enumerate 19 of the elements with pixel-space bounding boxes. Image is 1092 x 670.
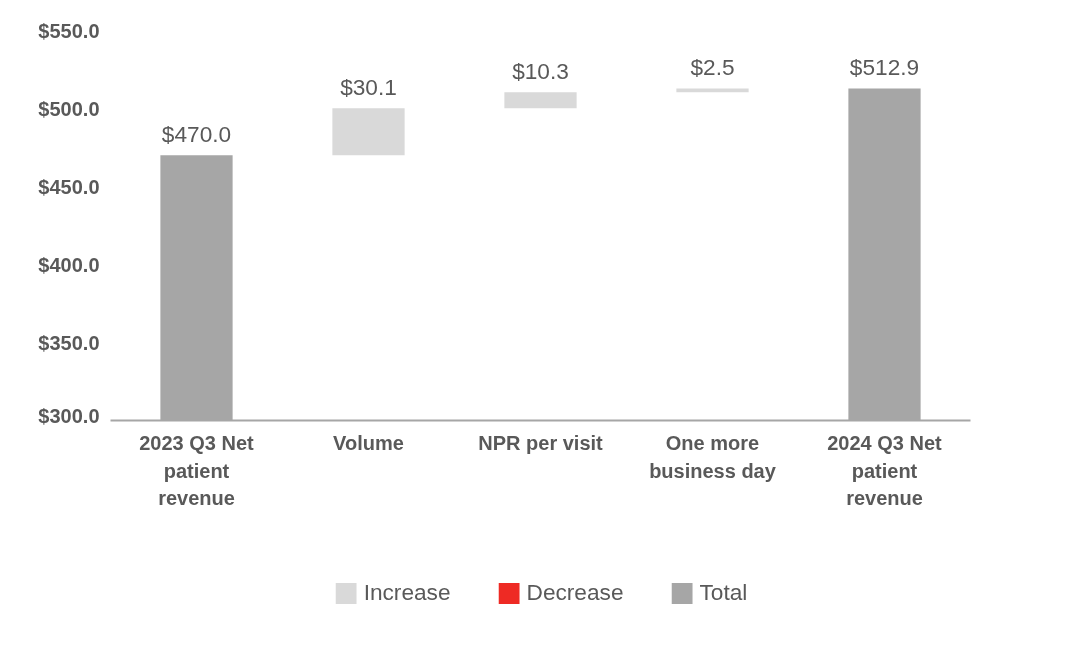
- y-tick-label: $500.0: [38, 97, 100, 120]
- legend-label: Increase: [363, 579, 451, 606]
- x-tick-label: NPR per visit: [478, 432, 604, 455]
- x-tick-label: Volume: [333, 432, 404, 455]
- data-label: $10.3: [512, 58, 569, 85]
- data-label: $2.5: [690, 54, 735, 81]
- legend-label: Total: [699, 579, 748, 606]
- y-tick-label: $400.0: [38, 253, 100, 276]
- data-label: $30.1: [340, 74, 397, 101]
- y-tick-label: $300.0: [38, 404, 100, 427]
- data-label: $470.0: [161, 121, 232, 148]
- y-tick-label: $450.0: [38, 175, 100, 198]
- data-label: $512.9: [849, 54, 920, 81]
- x-tick-label: One more business day: [649, 432, 777, 482]
- y-tick-label: $350.0: [38, 331, 100, 354]
- y-tick-label: $550.0: [38, 19, 100, 42]
- legend-label: Decrease: [526, 579, 624, 606]
- x-tick-label: 2023 Q3 Net patient revenue: [139, 432, 255, 510]
- x-tick-label: 2024 Q3 Net patient revenue: [827, 432, 943, 510]
